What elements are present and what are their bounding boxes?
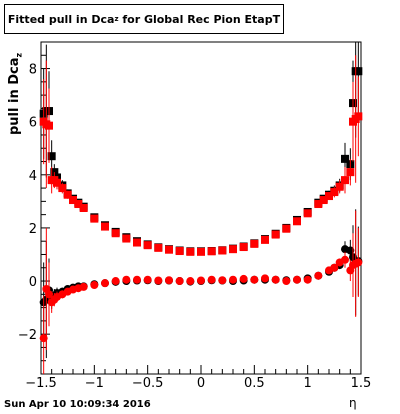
square-point bbox=[282, 224, 291, 233]
square-point bbox=[197, 247, 205, 256]
square-point bbox=[239, 243, 248, 252]
square-point bbox=[250, 239, 259, 248]
chart-title-sub: z bbox=[114, 15, 119, 23]
x-tick-label: 0.5 bbox=[244, 376, 265, 391]
x-tick-label: 1.5 bbox=[351, 376, 372, 391]
circle-point bbox=[154, 276, 163, 285]
square-point bbox=[74, 200, 83, 209]
square-point bbox=[101, 222, 109, 231]
circle-point bbox=[314, 271, 323, 280]
series-3-mean-red bbox=[39, 210, 363, 374]
square-point bbox=[58, 184, 67, 193]
circle-point bbox=[250, 275, 259, 284]
square-point bbox=[346, 168, 355, 177]
square-point bbox=[303, 209, 312, 218]
x-tick-label: −1.5 bbox=[25, 376, 57, 391]
square-point bbox=[165, 245, 173, 254]
x-tick-label: −1 bbox=[85, 376, 104, 391]
circle-point bbox=[303, 275, 312, 284]
circle-point bbox=[165, 276, 173, 285]
y-tick-label: 2 bbox=[29, 222, 37, 237]
square-point bbox=[335, 182, 344, 191]
square-point bbox=[186, 247, 195, 256]
circle-point bbox=[197, 276, 205, 285]
x-axis-label: η bbox=[349, 396, 357, 410]
square-point bbox=[45, 121, 53, 130]
circle-point bbox=[346, 246, 355, 255]
circle-point bbox=[229, 275, 237, 284]
square-point bbox=[330, 188, 339, 197]
circle-point bbox=[218, 276, 227, 285]
square-point bbox=[53, 178, 61, 187]
square-point bbox=[122, 234, 131, 243]
square-point bbox=[133, 238, 141, 247]
square-point bbox=[341, 154, 349, 163]
timestamp-footer: Sun Apr 10 10:09:34 2016 bbox=[4, 399, 151, 410]
circle-point bbox=[330, 263, 339, 272]
square-point bbox=[69, 196, 77, 205]
y-tick-label: −2 bbox=[18, 328, 37, 343]
y-axis-label-sub: z bbox=[14, 52, 24, 58]
square-point bbox=[354, 67, 363, 76]
circle-point bbox=[39, 334, 48, 343]
square-point bbox=[293, 217, 301, 226]
square-point bbox=[154, 243, 163, 252]
circle-point bbox=[79, 282, 88, 291]
circle-point bbox=[122, 275, 131, 284]
circle-point bbox=[186, 277, 195, 286]
circle-point bbox=[143, 275, 152, 284]
y-tick-label: 0 bbox=[29, 275, 37, 290]
circle-point bbox=[101, 279, 109, 288]
axes-layer: −1.5 −1 −0.5 0 0.5 1 1.5 −2 0 2 4 6 8 bbox=[18, 41, 372, 391]
circle-point bbox=[341, 255, 349, 264]
circle-point bbox=[111, 277, 120, 286]
chart-title: Fitted pull in Dca z for Global Rec Pion … bbox=[4, 4, 284, 34]
circle-point bbox=[293, 275, 301, 284]
circle-point bbox=[261, 274, 269, 283]
circle-point bbox=[90, 281, 99, 290]
y-tick-label: 6 bbox=[29, 116, 37, 131]
x-tick-label: 1 bbox=[304, 376, 312, 391]
x-tick-label: 0 bbox=[197, 376, 205, 391]
square-point bbox=[143, 241, 152, 250]
y-axis-label: pull in Dcaz bbox=[7, 53, 24, 135]
square-point bbox=[271, 230, 280, 239]
square-point bbox=[261, 235, 269, 244]
circle-point bbox=[354, 258, 363, 267]
y-tick-label: 4 bbox=[29, 169, 37, 184]
square-point bbox=[229, 245, 237, 254]
x-tick-label: −0.5 bbox=[132, 376, 164, 391]
square-point bbox=[314, 200, 323, 209]
circle-point bbox=[45, 290, 53, 299]
square-point bbox=[111, 229, 120, 238]
chart-title-main: Fitted pull in Dca bbox=[7, 12, 115, 26]
square-point bbox=[175, 247, 184, 256]
square-point bbox=[63, 190, 72, 199]
series-1-width-red bbox=[39, 55, 363, 256]
square-point bbox=[79, 204, 88, 212]
square-point bbox=[354, 112, 363, 121]
square-point bbox=[325, 192, 333, 201]
data-layer bbox=[39, 42, 363, 374]
y-axis-label-main: pull in Dca bbox=[7, 57, 22, 135]
circle-point bbox=[175, 277, 184, 286]
square-point bbox=[319, 196, 328, 205]
square-point bbox=[218, 246, 227, 255]
circle-point bbox=[271, 275, 280, 284]
square-point bbox=[341, 176, 349, 185]
circle-point bbox=[239, 274, 248, 283]
plot-frame bbox=[40, 41, 362, 375]
square-point bbox=[90, 214, 99, 223]
circle-point bbox=[133, 275, 141, 284]
square-point bbox=[47, 152, 56, 161]
series-0-width-black bbox=[39, 42, 363, 256]
circle-point bbox=[282, 277, 291, 286]
y-tick-label: 8 bbox=[29, 63, 37, 78]
circle-point bbox=[207, 275, 216, 284]
square-point bbox=[207, 247, 216, 256]
chart-title-rest: for Global Rec Pion EtapT bbox=[118, 12, 281, 26]
